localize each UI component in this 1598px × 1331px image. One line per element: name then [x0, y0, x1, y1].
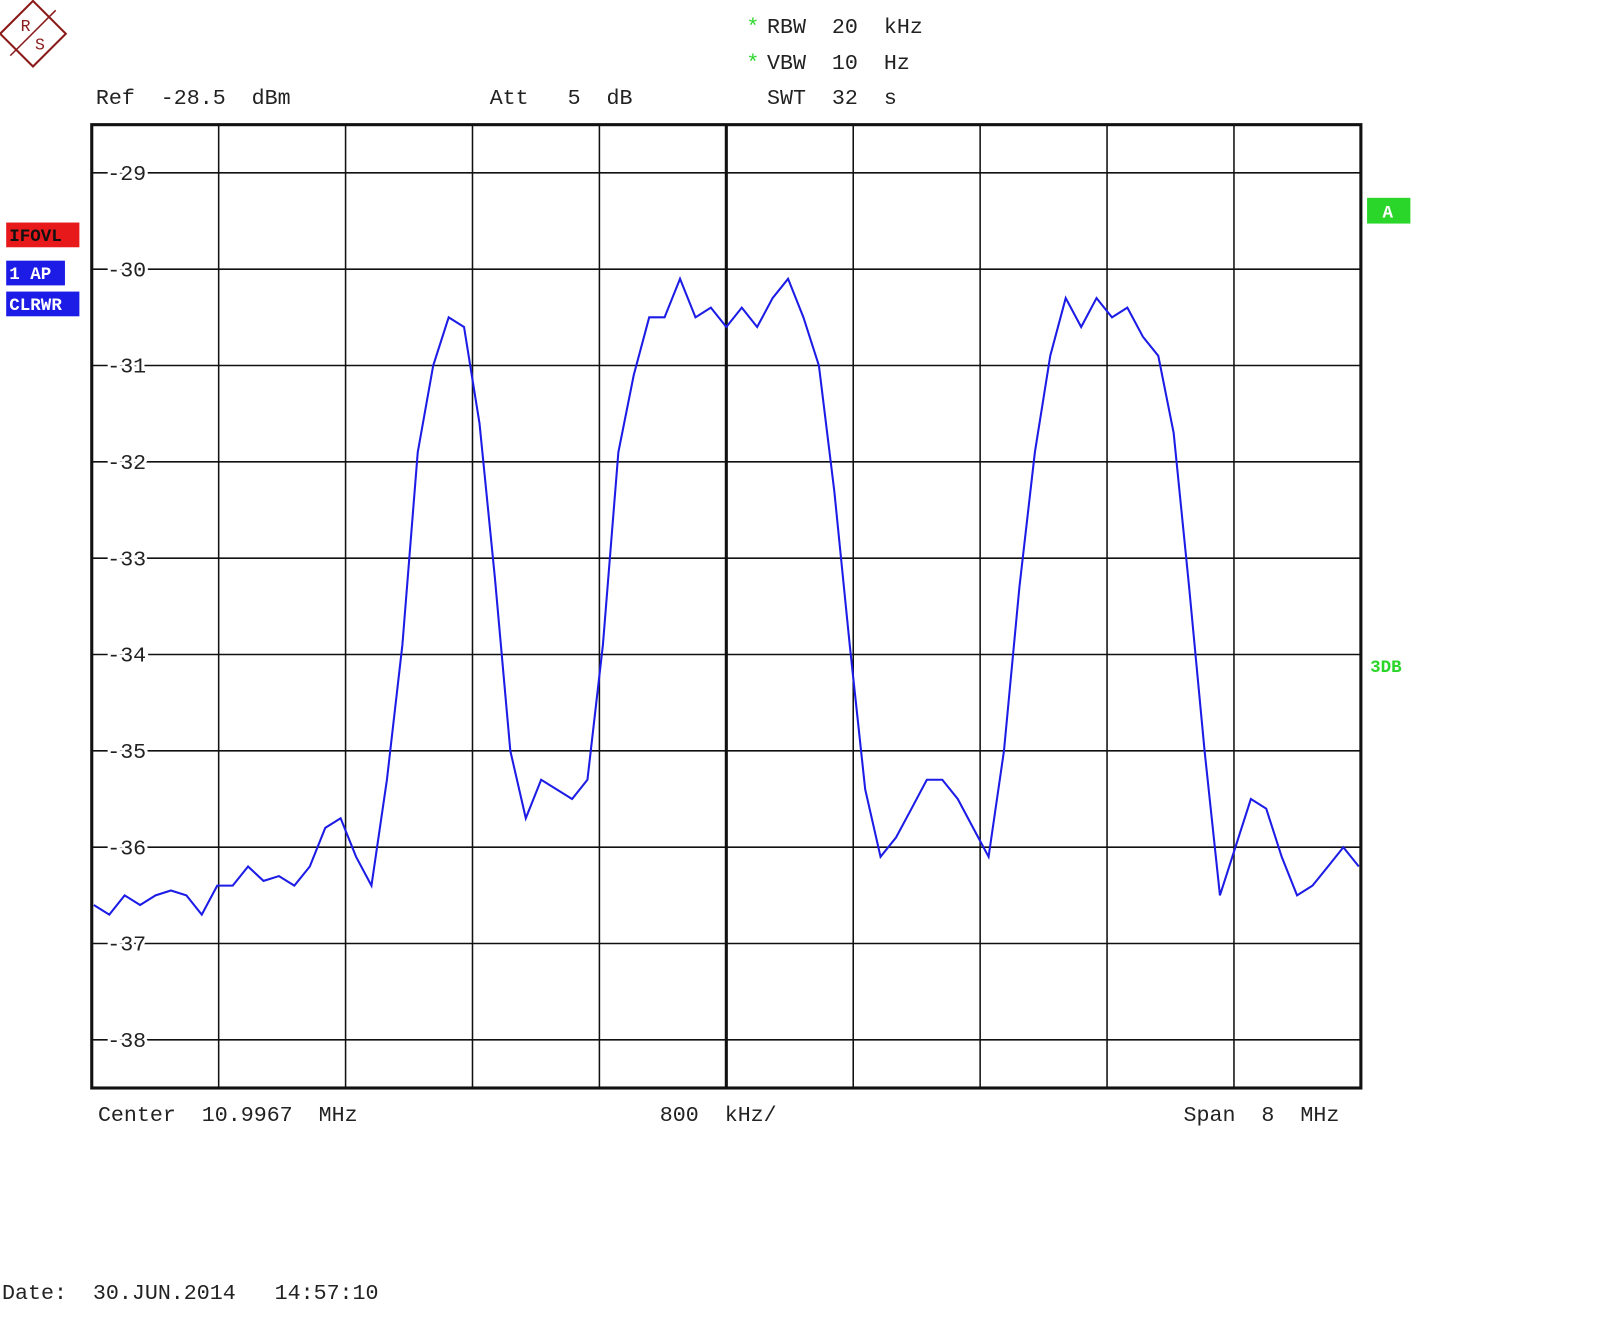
- span: Span 8 MHz: [1184, 1104, 1340, 1128]
- ifovl: IFOVL: [9, 227, 62, 247]
- y-tick-label: -38: [107, 1030, 146, 1054]
- center: Center 10.9967 MHz: [98, 1104, 358, 1128]
- y-tick-label: -32: [107, 452, 146, 476]
- trace-label: 1 AP: [9, 265, 51, 285]
- y-tick-label: -31: [107, 356, 146, 380]
- logo-s: S: [35, 35, 45, 54]
- att: Att 5 dB: [490, 87, 633, 111]
- plot: -29 -30 -31 -32 -33 -34 -35 -36 -37 -38: [91, 124, 1361, 1088]
- y-tick-label: -37: [107, 934, 146, 958]
- star: *: [746, 16, 759, 40]
- rbw: RBW 20 kHz: [767, 16, 923, 40]
- y-tick-label: -30: [107, 259, 146, 283]
- mode-label: CLRWR: [9, 296, 62, 316]
- div: 800 kHz/: [660, 1104, 777, 1128]
- y-tick-label: -35: [107, 741, 146, 765]
- ifovl-box: [6, 222, 80, 248]
- a-label: A: [1383, 203, 1394, 223]
- ref: Ref -28.5 dBm: [96, 87, 291, 111]
- trace: [93, 276, 1360, 917]
- logo-r: R: [21, 17, 31, 36]
- y-tick-label: -29: [107, 163, 146, 187]
- db-label: 3DB: [1370, 658, 1402, 678]
- date: Date: 30.JUN.2014 14:57:10: [2, 1282, 378, 1306]
- y-tick-label: -33: [107, 548, 146, 572]
- star: *: [746, 52, 759, 76]
- logo-slash: [9, 9, 57, 57]
- logo: R S: [0, 0, 68, 68]
- y-tick-label: -34: [107, 645, 146, 669]
- a-box: [1367, 197, 1411, 224]
- mode-box: [6, 291, 80, 317]
- y-tick-label: -36: [107, 837, 146, 861]
- vbw: VBW 10 Hz: [767, 52, 910, 76]
- swt: SWT 32 s: [767, 87, 897, 111]
- trace-box: [6, 260, 65, 286]
- plot-frame: [90, 123, 1363, 1090]
